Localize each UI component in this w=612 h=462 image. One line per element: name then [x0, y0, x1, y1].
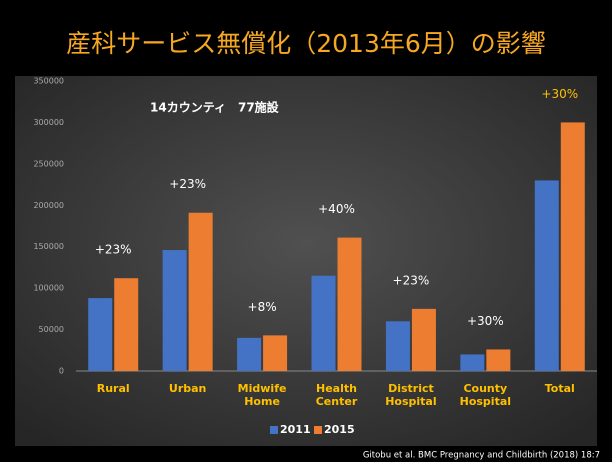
- x-tick-label: Health Center: [315, 382, 358, 408]
- bar: [385, 321, 410, 371]
- bar: [237, 337, 262, 371]
- x-tick-label: Urban: [168, 382, 207, 395]
- bar: [188, 212, 213, 371]
- change-label: +30%: [467, 314, 504, 328]
- bar: [486, 349, 511, 371]
- x-tick-label: Rural: [96, 382, 130, 395]
- bar: [411, 308, 436, 371]
- plot-panel: [15, 76, 597, 446]
- legend-label: 2015: [324, 423, 355, 436]
- chart-title: 産科サービス無償化（2013年6月）の影響: [66, 29, 546, 58]
- bar: [337, 237, 362, 371]
- x-tick-label: Midwife Home: [237, 382, 287, 408]
- change-label: +40%: [318, 202, 355, 216]
- bar: [88, 298, 113, 371]
- y-tick-label: 350000: [33, 77, 64, 86]
- y-tick-label: 150000: [33, 242, 64, 251]
- y-tick-label: 50000: [39, 325, 64, 334]
- x-tick-label: District Hospital: [385, 382, 437, 408]
- change-label: +23%: [95, 243, 132, 257]
- legend-swatch: [270, 426, 278, 434]
- y-tick-label: 100000: [33, 284, 64, 293]
- bar: [114, 278, 139, 371]
- y-tick-label: 0: [59, 367, 64, 376]
- legend-swatch: [314, 426, 322, 434]
- change-label: +23%: [393, 273, 430, 287]
- bar: [460, 354, 485, 371]
- change-label: +23%: [169, 177, 206, 191]
- change-label: +8%: [248, 300, 277, 314]
- bar: [560, 122, 585, 371]
- bar: [534, 180, 559, 371]
- x-tick-label: County Hospital: [459, 382, 512, 408]
- y-tick-label: 300000: [33, 118, 64, 127]
- legend-label: 2011: [280, 423, 311, 436]
- bar: [311, 275, 336, 371]
- y-tick-label: 250000: [33, 159, 64, 168]
- bar: [263, 335, 288, 371]
- y-tick-label: 200000: [33, 201, 64, 210]
- x-tick-label: Total: [544, 382, 575, 395]
- subtitle: 14カウンティ 77施設: [150, 100, 280, 115]
- bar: [162, 250, 187, 371]
- change-label: +30%: [541, 87, 578, 101]
- source: Gitobu et al. BMC Pregnancy and Childbir…: [363, 451, 600, 461]
